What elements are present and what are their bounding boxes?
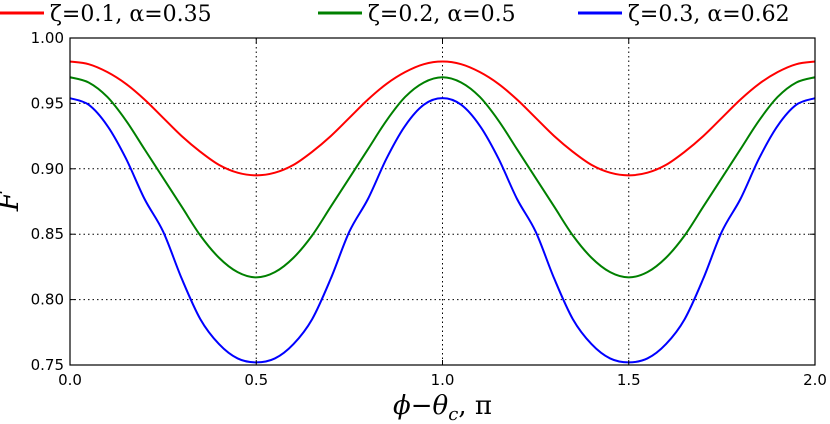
- x-tick-label: 2.0: [803, 371, 827, 389]
- series-line-2: [69, 76, 816, 279]
- series-lines: [69, 60, 816, 364]
- y-tick-label: 0.90: [31, 160, 64, 178]
- y-tick-label: 1.00: [31, 29, 64, 47]
- x-axis-label-sub: c: [448, 404, 458, 424]
- series-line-3: [69, 97, 816, 364]
- grid: [70, 38, 815, 365]
- ticks: [69, 37, 816, 366]
- x-axis-label-rest: , π: [458, 391, 492, 421]
- legend-label-3: ζ=0.3, α=0.62: [628, 2, 790, 27]
- tick-labels: 0.0 0.5 1.0 1.5 2.0 0.75 0.80 0.85 0.90 0.95 1.00: [31, 29, 827, 389]
- y-tick-label: 0.80: [31, 291, 64, 309]
- y-tick-label: 0.95: [31, 94, 64, 112]
- x-tick-label: 1.0: [431, 371, 455, 389]
- legend-label-1: ζ=0.1, α=0.35: [50, 2, 212, 27]
- series-line-1: [69, 60, 816, 177]
- x-tick-label: 0.0: [58, 371, 82, 389]
- x-tick-label: 1.5: [617, 371, 641, 389]
- legend-label-2: ζ=0.2, α=0.5: [368, 2, 516, 27]
- y-axis-label: F: [0, 190, 25, 212]
- x-axis-label-main: ϕ−θ: [393, 391, 449, 421]
- legend: ζ=0.1, α=0.35 ζ=0.2, α=0.5 ζ=0.3, α=0.62: [0, 2, 790, 27]
- y-tick-label: 0.75: [31, 356, 64, 374]
- y-tick-label: 0.85: [31, 225, 64, 243]
- x-axis-label: ϕ−θc, π: [393, 391, 492, 424]
- x-tick-label: 0.5: [244, 371, 268, 389]
